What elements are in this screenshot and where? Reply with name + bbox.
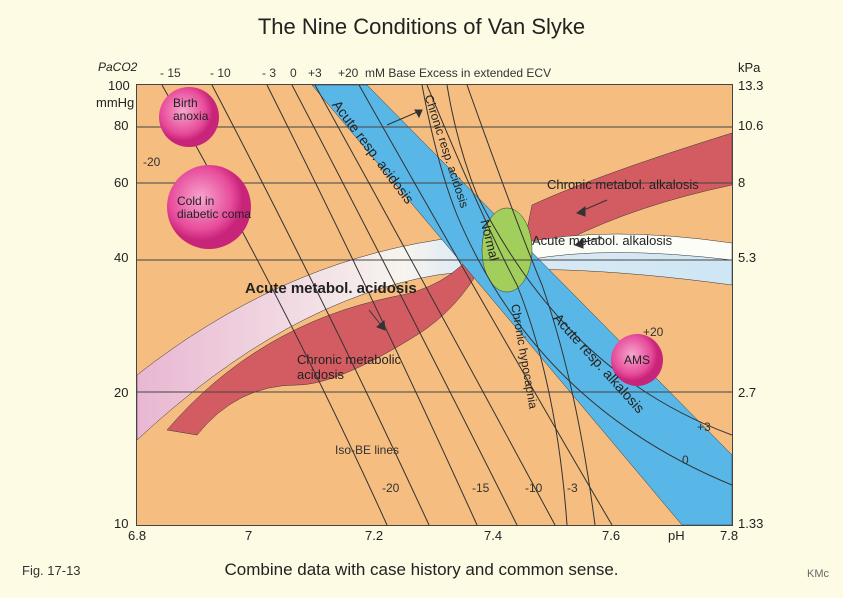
yl-tick-10: 10 [114, 516, 128, 531]
be-bot-p20: +20 [643, 325, 663, 339]
lbl-chronic-met-acidosis: Chronic metabolic acidosis [297, 353, 401, 383]
yl-tick-80: 80 [114, 118, 128, 133]
x-label: pH [668, 528, 685, 543]
x-tick-7.2: 7.2 [365, 528, 383, 543]
yr-tick-10.6: 10.6 [738, 118, 763, 133]
page-subtitle: Combine data with case history and commo… [0, 560, 843, 580]
be-bot-p3: +3 [697, 420, 711, 434]
be-header: mM Base Excess in extended ECV [365, 66, 551, 80]
x-tick-7.8: 7.8 [720, 528, 738, 543]
be-top-0: 0 [290, 66, 297, 80]
be-top-p20: +20 [338, 66, 358, 80]
y-left-label: PaCO2 [98, 60, 137, 74]
be-top-p3: +3 [308, 66, 322, 80]
yl-tick-40: 40 [114, 250, 128, 265]
yr-tick-1.33: 1.33 [738, 516, 763, 531]
yr-tick-5.3: 5.3 [738, 250, 756, 265]
yr-tick-13.3: 13.3 [738, 78, 763, 93]
lbl-ams: AMS [624, 353, 650, 367]
x-tick-6.8: 6.8 [128, 528, 146, 543]
be-top-10: - 10 [210, 66, 231, 80]
x-tick-7.0: 7 [245, 528, 252, 543]
van-slyke-chart: Birth anoxia Cold in diabetic coma AMS A… [136, 84, 733, 526]
yr-tick-8.0: 8 [738, 175, 745, 190]
yl-tick-20: 20 [114, 385, 128, 400]
x-tick-7.4: 7.4 [484, 528, 502, 543]
lbl-cold-coma: Cold in diabetic coma [177, 195, 251, 221]
yl-tick-60: 60 [114, 175, 128, 190]
yr-tick-2.7: 2.7 [738, 385, 756, 400]
lbl-iso-be: Iso-BE lines [335, 443, 399, 457]
yl-unit: mmHg [96, 95, 134, 110]
be-top-3: - 3 [262, 66, 276, 80]
lbl-birth-anoxia: Birth anoxia [173, 97, 208, 123]
be-bot-3: -3 [567, 481, 578, 495]
be-top-15: - 15 [160, 66, 181, 80]
page-title: The Nine Conditions of Van Slyke [0, 14, 843, 40]
be-bot-15: -15 [472, 481, 489, 495]
y-right-unit: kPa [738, 60, 760, 75]
lbl-acute-met-alkalosis: Acute metabol. alkalosis [532, 233, 672, 248]
lbl-chronic-met-alkalosis: Chronic metabol. alkalosis [547, 177, 699, 192]
yl-tick-100: 100 [108, 78, 130, 93]
chart-svg [137, 85, 732, 525]
author-credit: KMc [807, 568, 829, 580]
lbl-iso-left-20: -20 [143, 155, 160, 169]
lbl-acute-met-acidosis: Acute metabol. acidosis [245, 280, 417, 297]
be-bot-20: -20 [382, 481, 399, 495]
x-tick-7.6: 7.6 [602, 528, 620, 543]
be-bot-10: -10 [525, 481, 542, 495]
be-bot-0: 0 [682, 453, 689, 467]
